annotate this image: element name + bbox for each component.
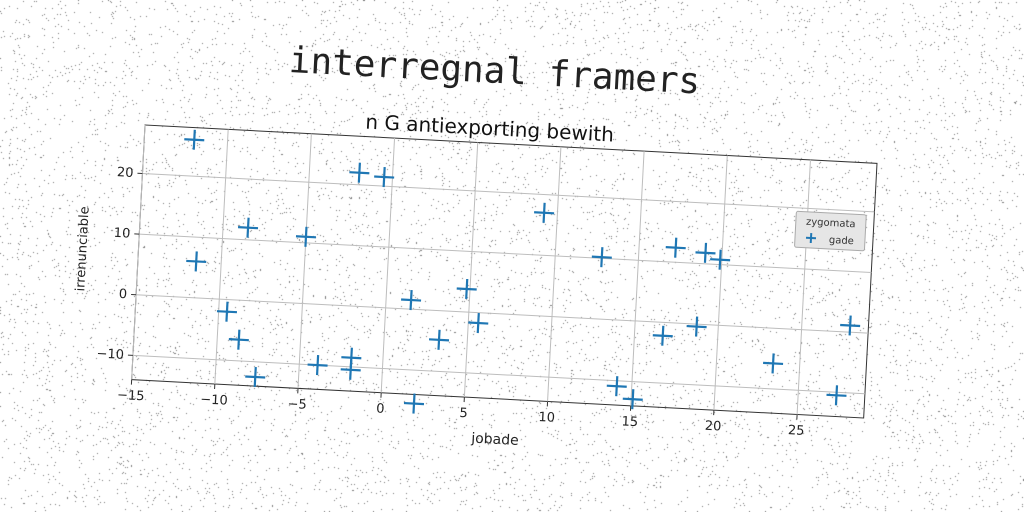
data-point	[428, 329, 450, 350]
data-point	[401, 290, 422, 311]
legend-marker	[805, 232, 817, 244]
data-point	[184, 129, 205, 150]
data-point	[456, 278, 477, 300]
x-gridline	[214, 129, 229, 385]
data-point	[695, 242, 716, 263]
data-point	[186, 251, 207, 272]
data-point	[622, 389, 643, 410]
x-gridline	[547, 146, 562, 402]
x-gridline	[463, 142, 479, 398]
data-point-vbar	[194, 251, 198, 272]
data-point-vbar	[246, 217, 250, 238]
legend: zygomata gade	[794, 210, 867, 252]
data-point	[763, 353, 784, 374]
y-gridline	[136, 294, 869, 334]
data-point-vbar	[225, 301, 229, 322]
y-gridline	[139, 233, 872, 273]
y-gridline	[132, 354, 865, 395]
data-point	[245, 366, 266, 388]
grid-lines	[131, 124, 875, 415]
axis-ticks: −15 −10 −5 0 5 10 15 20 25 −10 0 10 20	[96, 165, 805, 439]
y-tick-label: −10	[96, 347, 124, 363]
data-point-vbar	[718, 249, 722, 270]
legend-title: zygomata	[806, 217, 856, 231]
y-tick-label: 10	[113, 226, 130, 242]
x-gridline	[796, 159, 811, 415]
data-point	[468, 312, 489, 334]
legend-entry-gade: gade	[829, 235, 855, 247]
data-point	[591, 247, 612, 268]
data-point	[403, 393, 425, 414]
data-point-vbar	[600, 247, 604, 268]
x-tick-label: 10	[538, 410, 555, 426]
x-gridline	[131, 124, 146, 380]
data-point	[826, 385, 847, 406]
data-point-vbar	[437, 329, 441, 350]
data-point-vbar	[237, 329, 241, 350]
x-tick-label: 15	[621, 414, 638, 430]
x-tick-label: −15	[117, 388, 145, 404]
x-tick-label: 25	[788, 423, 805, 439]
x-gridline	[297, 133, 312, 389]
x-tick-label: −5	[287, 397, 307, 413]
data-point-vbar	[674, 237, 678, 258]
data-point-vbar	[771, 353, 775, 374]
data-point-vbar	[349, 359, 353, 380]
data-point	[710, 249, 731, 270]
x-tick-label: 0	[376, 401, 385, 416]
data-point	[606, 376, 627, 397]
y-axis-label: irrenunciable	[73, 206, 92, 292]
data-point-vbar	[357, 162, 361, 183]
data-point-vbar	[253, 366, 257, 388]
data-point-vbar	[542, 202, 546, 223]
x-axis-label: jobade	[470, 430, 519, 449]
data-point-vbar	[412, 393, 416, 414]
x-tick-label: 20	[704, 419, 721, 435]
data-point-vbar	[192, 129, 196, 150]
data-point-vbar	[661, 325, 665, 346]
data-point	[534, 202, 555, 223]
x-gridline	[380, 138, 396, 393]
data-point-vbar	[848, 315, 852, 336]
data-point-vbar	[703, 242, 708, 263]
data-point-vbar	[476, 312, 480, 334]
chart-title: n G antiexporting bewith	[365, 110, 615, 147]
plot-area: −15 −10 −5 0 5 10 15 20 25 −10 0 10 20 n G antiexpor…	[73, 110, 878, 449]
data-point	[295, 226, 317, 247]
y-tick-label: 0	[118, 287, 127, 302]
data-point	[840, 315, 861, 336]
data-point	[216, 301, 238, 322]
data-point-vbar	[834, 385, 839, 406]
legend-box	[794, 210, 867, 252]
x-gridline	[630, 151, 645, 406]
data-point	[374, 167, 395, 188]
y-gridline	[142, 173, 875, 213]
data-point	[686, 316, 707, 337]
data-point	[307, 355, 328, 376]
data-point	[238, 217, 259, 238]
data-point-vbar	[615, 376, 619, 397]
data-point-vbar	[465, 278, 469, 300]
data-point-vbar	[409, 290, 413, 311]
y-tick-label: 20	[117, 165, 134, 181]
data-point	[652, 325, 673, 346]
data-point-vbar	[694, 316, 699, 337]
data-point-vbar	[382, 167, 386, 188]
data-point-vbar	[315, 355, 320, 376]
axes-frame	[131, 124, 878, 419]
data-points	[184, 129, 861, 414]
data-point	[349, 162, 370, 183]
x-gridline	[713, 155, 728, 411]
data-point-vbar	[304, 226, 308, 247]
x-tick-label: 5	[459, 406, 468, 421]
data-point	[665, 237, 686, 258]
data-point	[228, 329, 249, 350]
x-tick-label: −10	[200, 392, 228, 408]
data-point	[340, 359, 361, 380]
data-point-vbar	[631, 389, 635, 410]
